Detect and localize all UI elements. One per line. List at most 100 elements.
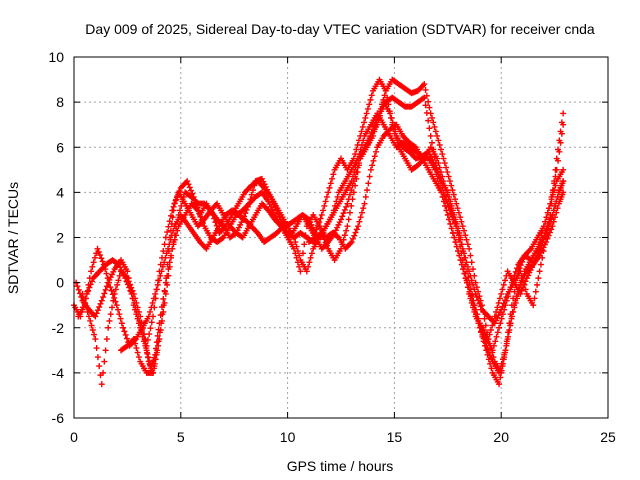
data-point	[338, 216, 344, 223]
data-point-interp	[167, 254, 174, 261]
data-point-interp	[125, 278, 132, 285]
data-point-interp	[439, 151, 446, 158]
data-point-interp	[110, 297, 117, 304]
series-track-3	[75, 94, 567, 349]
data-point	[438, 189, 445, 196]
data-point-interp	[132, 340, 139, 347]
data-point-interp	[339, 241, 346, 248]
data-point	[98, 297, 105, 304]
data-point-interp	[332, 227, 339, 234]
data-point	[553, 155, 560, 162]
data-point-interp	[466, 288, 473, 295]
data-point-interp	[494, 329, 501, 336]
data-point-interp	[114, 281, 121, 288]
data-point-interp	[541, 241, 548, 248]
data-point-interp	[463, 259, 470, 266]
data-point-interp	[104, 275, 111, 282]
data-point-interp	[293, 243, 300, 250]
data-point	[453, 223, 460, 230]
data-point-interp	[537, 249, 544, 256]
data-point-interp	[106, 317, 113, 324]
data-point-interp	[343, 227, 350, 234]
data-point-interp	[462, 254, 469, 261]
data-point-interp	[170, 239, 177, 246]
data-point-interp	[545, 232, 552, 239]
data-point	[120, 324, 127, 331]
data-point-interp	[494, 304, 501, 311]
data-point-interp	[171, 232, 178, 239]
data-point-interp	[457, 236, 464, 243]
data-point-interp	[426, 151, 433, 158]
data-point-interp	[496, 309, 503, 316]
data-point-interp	[186, 184, 193, 191]
data-point-interp	[139, 333, 146, 340]
data-point-interp	[464, 263, 471, 270]
data-point-interp	[329, 175, 336, 182]
data-point-interp	[447, 220, 454, 227]
data-point-interp	[490, 354, 497, 361]
data-point-interp	[153, 286, 160, 293]
data-point-interp	[544, 235, 551, 242]
data-point-interp	[358, 141, 365, 148]
data-point-interp	[434, 175, 441, 182]
data-point-interp	[435, 137, 442, 144]
data-point-interp	[425, 98, 432, 105]
data-point	[536, 268, 543, 275]
data-point	[431, 166, 438, 173]
data-point-interp	[85, 281, 92, 288]
data-point	[504, 336, 511, 343]
data-point-interp	[358, 209, 365, 216]
data-point-interp	[371, 128, 378, 135]
data-point-interp	[89, 327, 96, 334]
data-point-interp	[91, 254, 98, 261]
data-point-interp	[535, 275, 542, 282]
data-point-interp	[241, 213, 248, 220]
data-point-interp	[426, 104, 433, 111]
x-tick-label: 20	[493, 429, 509, 445]
data-point-interp	[80, 295, 87, 302]
data-point-interp	[467, 252, 474, 259]
data-point	[478, 302, 485, 309]
data-point-interp	[159, 254, 166, 261]
data-point	[498, 306, 505, 313]
data-point-interp	[522, 286, 529, 293]
data-point-interp	[248, 191, 255, 198]
data-point	[107, 284, 114, 291]
data-point	[515, 268, 522, 275]
data-point-interp	[173, 196, 180, 203]
data-point-interp	[98, 255, 105, 262]
data-point-interp	[470, 266, 477, 273]
data-point-interp	[251, 182, 258, 189]
data-point-interp	[100, 294, 107, 301]
data-point-interp	[379, 101, 386, 108]
data-point-interp	[359, 123, 366, 130]
data-point	[350, 189, 357, 196]
data-point-interp	[128, 284, 135, 291]
data-point-interp	[449, 187, 456, 194]
data-point-interp	[493, 317, 500, 324]
data-point-interp	[553, 209, 560, 216]
data-point-interp	[264, 186, 271, 193]
data-point-interp	[153, 349, 160, 356]
data-point	[483, 342, 490, 349]
data-point-interp	[163, 250, 170, 257]
data-point-interp	[121, 328, 128, 335]
data-point-interp	[484, 345, 491, 352]
data-point-interp	[88, 278, 95, 285]
data-point-interp	[165, 223, 172, 230]
data-point-interp	[452, 239, 459, 246]
x-tick-label: 15	[387, 429, 403, 445]
data-point	[472, 279, 479, 286]
data-point-interp	[144, 350, 151, 357]
data-point-interp	[75, 286, 82, 293]
data-point-interp	[109, 304, 116, 311]
data-point-interp	[155, 277, 162, 284]
data-point-interp	[164, 281, 171, 288]
data-point-interp	[167, 212, 174, 219]
data-point-interp	[294, 248, 301, 255]
data-point-interp	[249, 187, 256, 194]
data-point-interp	[179, 198, 186, 205]
data-point-interp	[360, 205, 367, 212]
data-point-interp	[157, 312, 164, 319]
